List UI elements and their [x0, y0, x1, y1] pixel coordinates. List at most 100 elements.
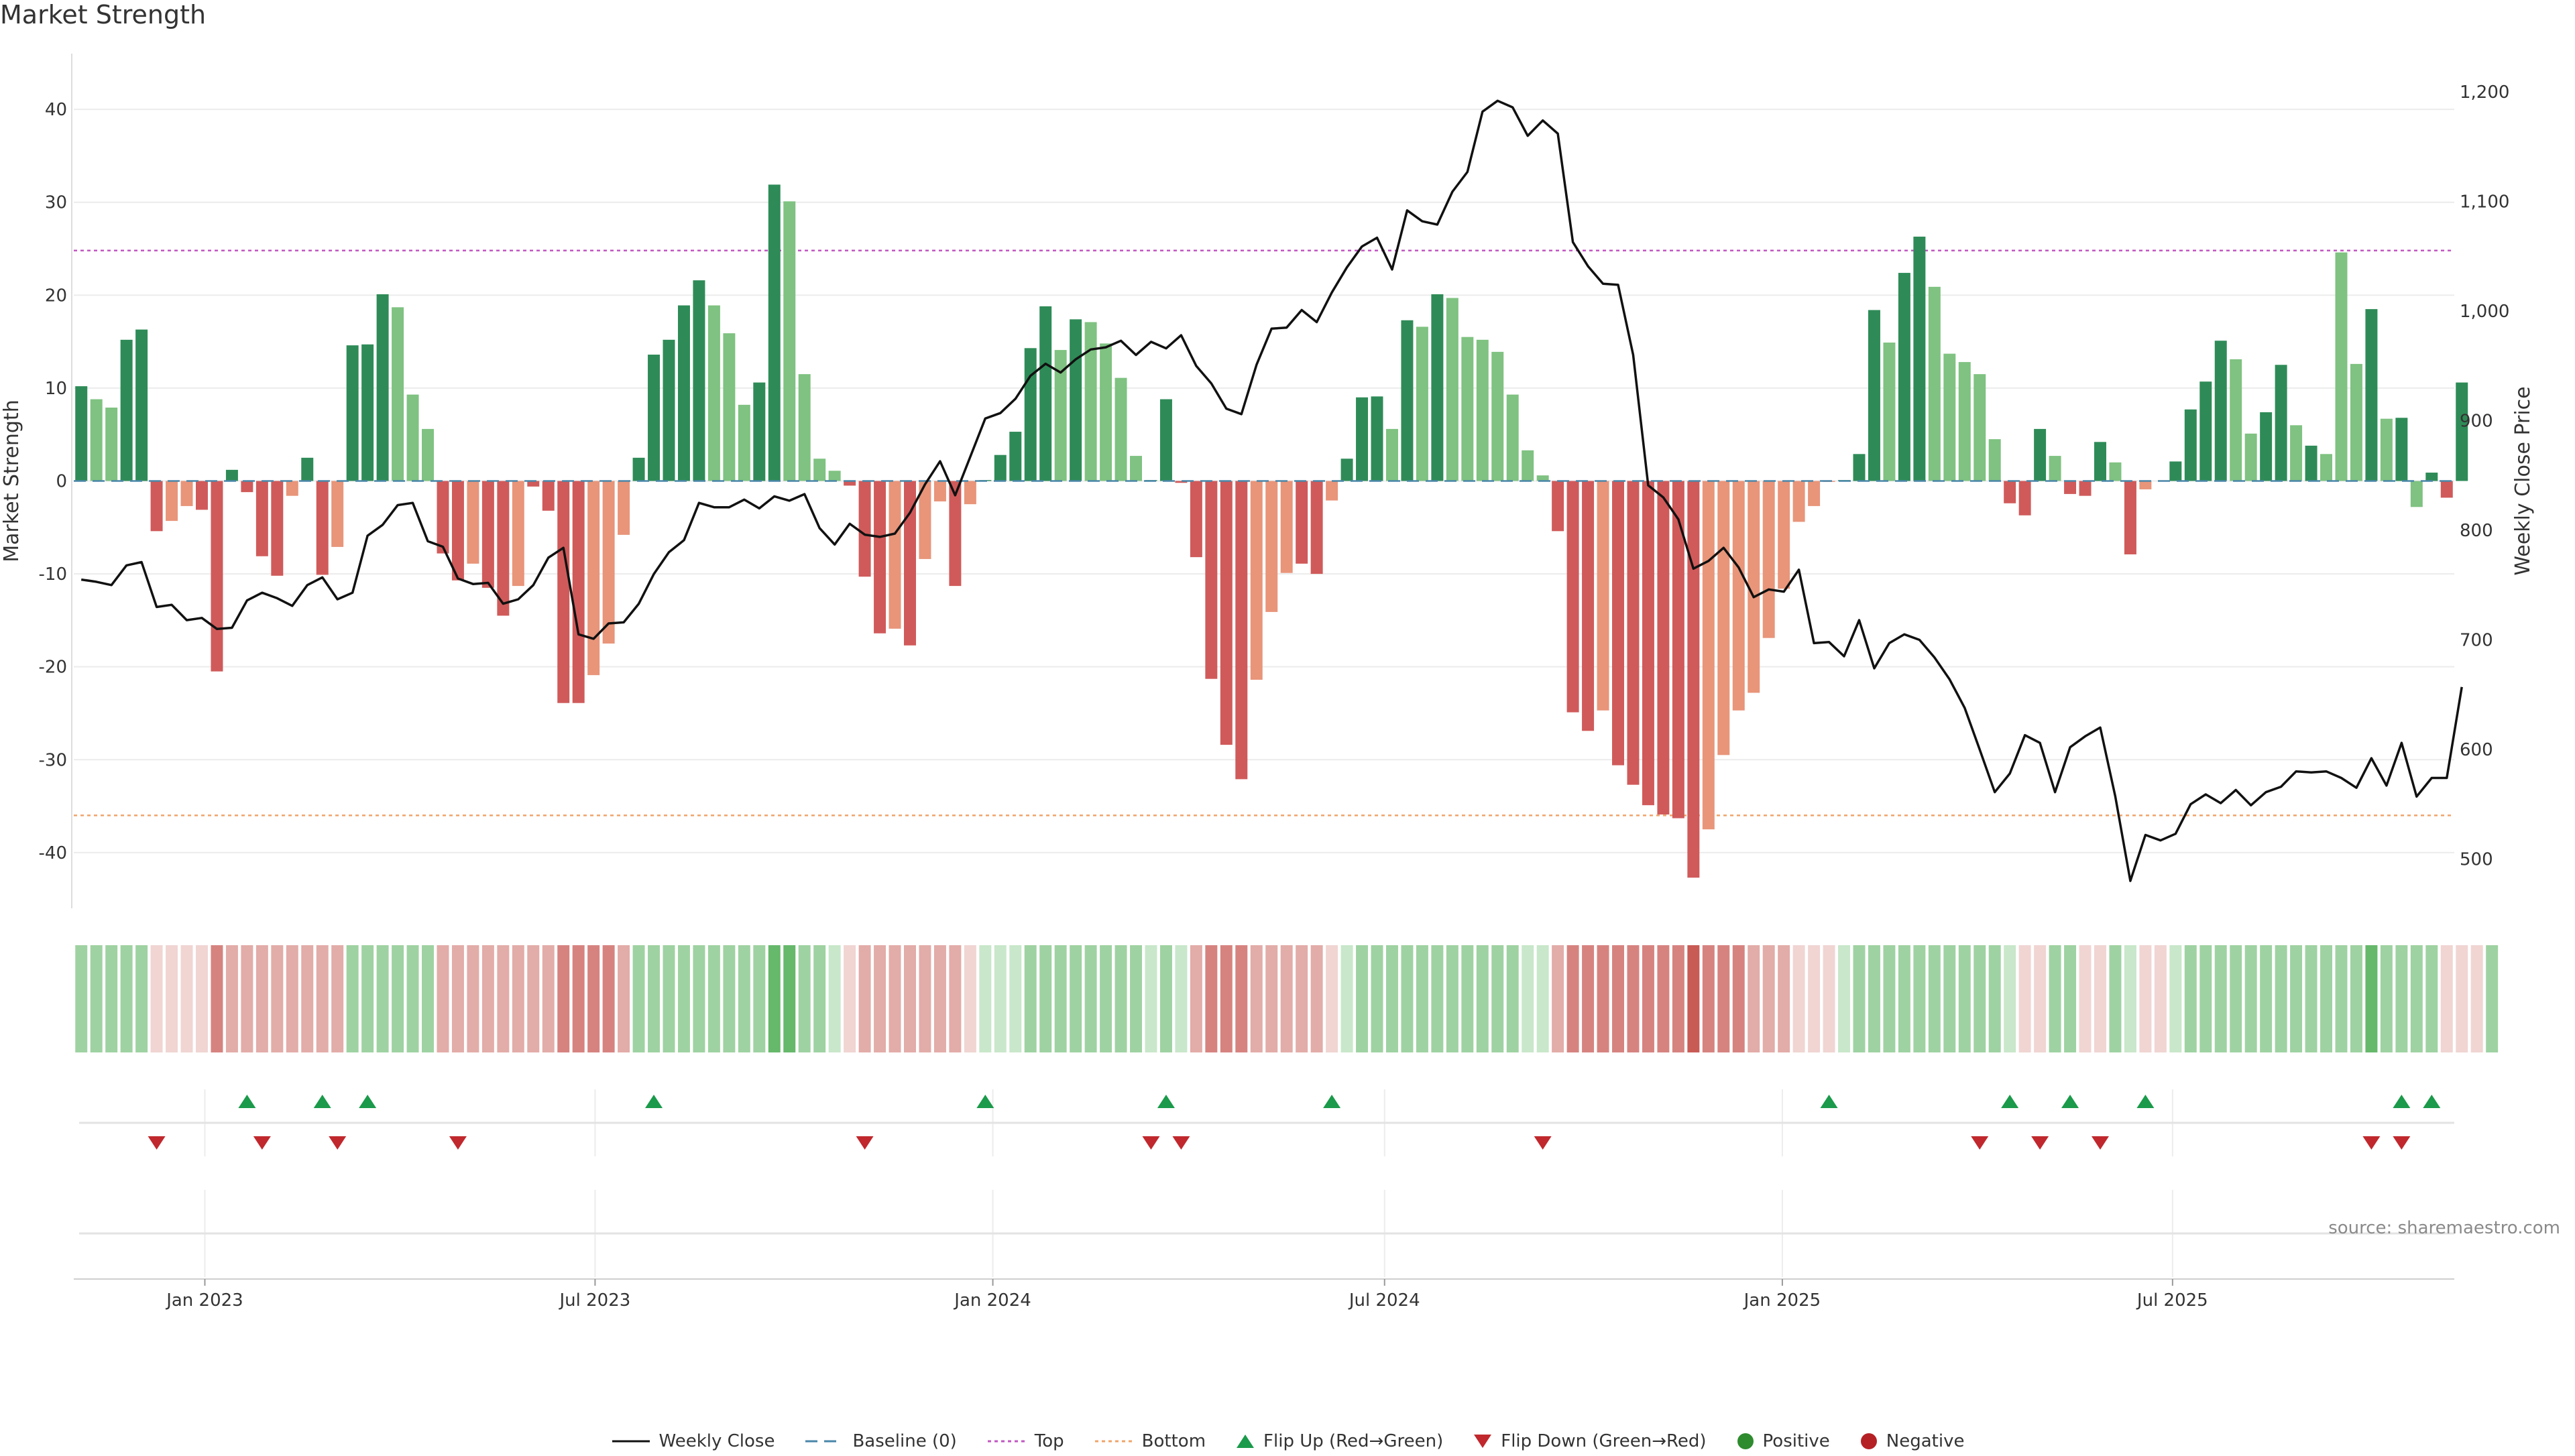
heat-cell [738, 945, 750, 1052]
x-tick-label: Jul 2024 [1348, 1290, 1420, 1311]
chart-title: Market Strength [0, 0, 207, 29]
heat-cell [2034, 945, 2047, 1052]
heat-cell [1762, 945, 1775, 1052]
strength-bar [904, 481, 916, 646]
heat-cell [1371, 945, 1383, 1052]
heat-cell [2440, 945, 2453, 1052]
heat-cell [844, 945, 856, 1052]
strength-bar [2425, 473, 2438, 481]
heat-cell [2290, 945, 2303, 1052]
x-tick-label: Jul 2025 [2136, 1290, 2208, 1311]
heat-cell [2244, 945, 2257, 1052]
heat-cell [858, 945, 871, 1052]
strength-bar [2230, 359, 2242, 481]
heat-cell [2456, 945, 2468, 1052]
strength-bar [693, 280, 705, 481]
heat-cell [1491, 945, 1504, 1052]
x-tick-label: Jan 2024 [953, 1290, 1031, 1311]
strength-bar [2004, 481, 2016, 503]
strength-bar [1385, 428, 1398, 481]
heat-cell [1431, 945, 1444, 1052]
heat-cell [2275, 945, 2287, 1052]
heat-cell [1265, 945, 1278, 1052]
strength-bar [301, 457, 314, 481]
strength-bar [2214, 341, 2227, 481]
strength-bar [1401, 320, 1414, 481]
strength-bar [949, 481, 962, 587]
strength-bar [1130, 456, 1143, 481]
strength-bar [1114, 377, 1127, 481]
strength-bar [1928, 286, 1941, 481]
strength-bar [1100, 343, 1112, 481]
heat-cell [75, 945, 88, 1052]
heat-cell [1943, 945, 1956, 1052]
flip-up-marker [2136, 1095, 2155, 1108]
heat-cell [949, 945, 962, 1052]
heat-cell [2018, 945, 2031, 1052]
strength-bar [1566, 481, 1579, 713]
strength-bar [392, 307, 404, 481]
strength-bar [1084, 322, 1097, 481]
heat-cell [1823, 945, 1835, 1052]
heat-strip [75, 945, 2499, 1052]
strength-bar [225, 469, 238, 481]
heat-cell [1385, 945, 1398, 1052]
strength-bar [1175, 481, 1188, 483]
strength-bar [1296, 481, 1308, 564]
strength-bar [1898, 273, 1910, 481]
heat-cell [1702, 945, 1715, 1052]
strength-bar [1552, 481, 1564, 532]
strength-bar [1642, 481, 1654, 806]
strength-bar [331, 481, 344, 547]
strength-bar [844, 481, 856, 486]
strength-bar [1657, 481, 1670, 815]
heat-cell [1748, 945, 1760, 1052]
heat-cell [166, 945, 178, 1052]
heat-cell [1340, 945, 1353, 1052]
heat-cell [964, 945, 976, 1052]
y2-tick-label: 500 [2460, 849, 2493, 869]
strength-bar [2109, 462, 2122, 481]
strength-bar [1778, 481, 1790, 589]
strength-bar [2290, 425, 2303, 481]
heat-cell [2230, 945, 2242, 1052]
y-tick-label: 10 [45, 379, 67, 399]
strength-bar [2139, 481, 2152, 489]
strength-bar [2350, 363, 2362, 481]
heat-cell [1280, 945, 1293, 1052]
heat-cell [1612, 945, 1624, 1052]
heat-cell [1687, 945, 1700, 1052]
heat-cell [1220, 945, 1233, 1052]
heat-cell [1808, 945, 1821, 1052]
heat-cell [406, 945, 419, 1052]
strength-bar [1310, 481, 1323, 574]
heat-cell [1159, 945, 1172, 1052]
heat-cell [1461, 945, 1474, 1052]
top-swatch [987, 1440, 1025, 1443]
y2-tick-label: 900 [2460, 412, 2493, 432]
heat-cell [1250, 945, 1263, 1052]
heat-cell [1070, 945, 1082, 1052]
legend-flip-down-label: Flip Down (Green→Red) [1501, 1431, 1707, 1451]
strength-bar [75, 386, 88, 481]
legend-flip-up: Flip Up (Red→Green) [1235, 1431, 1443, 1451]
y-tick-label: 30 [45, 193, 67, 213]
strength-bar [1506, 394, 1519, 481]
strength-bar [1597, 481, 1609, 711]
strength-bar [406, 394, 419, 481]
heat-cell [904, 945, 916, 1052]
strength-bar [663, 339, 675, 481]
heat-cell [1838, 945, 1851, 1052]
legend-flip-down: Flip Down (Green→Red) [1473, 1431, 1707, 1451]
strength-bar [1913, 237, 1926, 481]
strength-bar [451, 481, 464, 581]
strength-bar [768, 184, 781, 481]
heat-cell [301, 945, 314, 1052]
strength-bar [2365, 309, 2378, 481]
flip-down-marker [2031, 1136, 2049, 1150]
strength-bar [2034, 428, 2047, 481]
strength-bar [166, 481, 178, 522]
heat-cell [422, 945, 434, 1052]
heat-cell [90, 945, 103, 1052]
